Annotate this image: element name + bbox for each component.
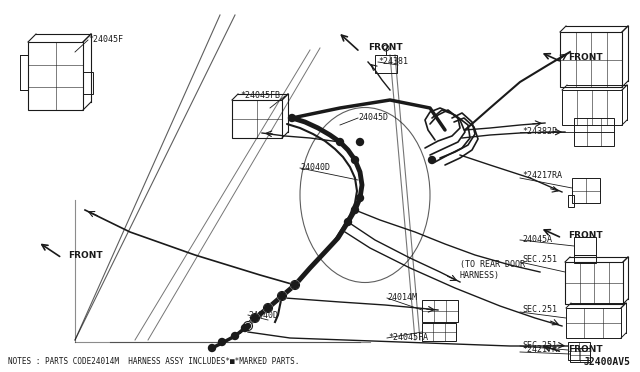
Text: FRONT: FRONT [568, 54, 603, 62]
Bar [574, 237, 596, 255]
Text: 24014M: 24014M [387, 294, 417, 302]
Text: FRONT: FRONT [68, 250, 102, 260]
Bar [572, 178, 600, 203]
Circle shape [278, 292, 285, 299]
Bar [562, 90, 622, 125]
Circle shape [429, 157, 435, 164]
Text: 24045A: 24045A [522, 235, 552, 244]
Text: *24217RA: *24217RA [522, 170, 562, 180]
Bar [375, 55, 397, 73]
Text: (TO REAR DOOR
HARNESS): (TO REAR DOOR HARNESS) [460, 260, 525, 280]
Circle shape [209, 344, 216, 352]
Text: *24045FB: *24045FB [240, 92, 280, 100]
Bar [560, 32, 622, 87]
Circle shape [241, 324, 248, 331]
Text: FRONT: FRONT [568, 346, 603, 355]
Text: 24040D: 24040D [300, 164, 330, 173]
Circle shape [278, 292, 287, 301]
Text: 24045D: 24045D [358, 113, 388, 122]
Circle shape [253, 315, 257, 321]
Circle shape [252, 314, 259, 321]
Circle shape [264, 305, 271, 311]
Text: J2400AV5: J2400AV5 [583, 357, 630, 367]
Bar [568, 342, 590, 360]
Circle shape [246, 324, 250, 328]
Circle shape [232, 333, 239, 340]
Bar [566, 308, 621, 338]
Bar [83, 72, 93, 94]
Bar [232, 100, 282, 138]
Circle shape [337, 138, 344, 145]
Circle shape [351, 206, 358, 214]
Circle shape [250, 314, 259, 323]
Bar [574, 255, 596, 263]
Text: *24045F: *24045F [88, 35, 123, 45]
Text: *24381: *24381 [378, 58, 408, 67]
Text: 24040D: 24040D [248, 311, 278, 320]
Text: *24045FA: *24045FA [388, 334, 428, 343]
Text: FRONT: FRONT [368, 44, 403, 52]
Bar [422, 300, 458, 322]
Bar [574, 118, 614, 146]
Circle shape [351, 157, 358, 164]
Circle shape [291, 282, 298, 289]
Bar [28, 42, 83, 110]
Circle shape [266, 305, 271, 311]
Text: *24382P: *24382P [522, 128, 557, 137]
Circle shape [292, 282, 298, 288]
Text: NOTES : PARTS CODE24014M  HARNESS ASSY INCLUDES*■*MARKED PARTS.: NOTES : PARTS CODE24014M HARNESS ASSY IN… [8, 357, 300, 366]
Bar [568, 195, 574, 207]
Text: FRONT: FRONT [568, 231, 603, 240]
Circle shape [356, 195, 364, 202]
Text: *24217R: *24217R [522, 346, 557, 355]
Bar [422, 323, 456, 341]
Circle shape [264, 304, 273, 312]
Text: SEC.251: SEC.251 [522, 256, 557, 264]
Circle shape [344, 218, 351, 225]
Text: SEC.251: SEC.251 [522, 340, 557, 350]
Circle shape [289, 115, 296, 122]
Text: SEC.251: SEC.251 [522, 305, 557, 314]
Circle shape [280, 294, 285, 298]
Circle shape [291, 280, 300, 289]
Circle shape [218, 339, 225, 346]
Bar [565, 262, 623, 304]
Circle shape [243, 321, 253, 330]
Bar [20, 55, 28, 90]
Circle shape [356, 138, 364, 145]
Bar [570, 348, 590, 362]
